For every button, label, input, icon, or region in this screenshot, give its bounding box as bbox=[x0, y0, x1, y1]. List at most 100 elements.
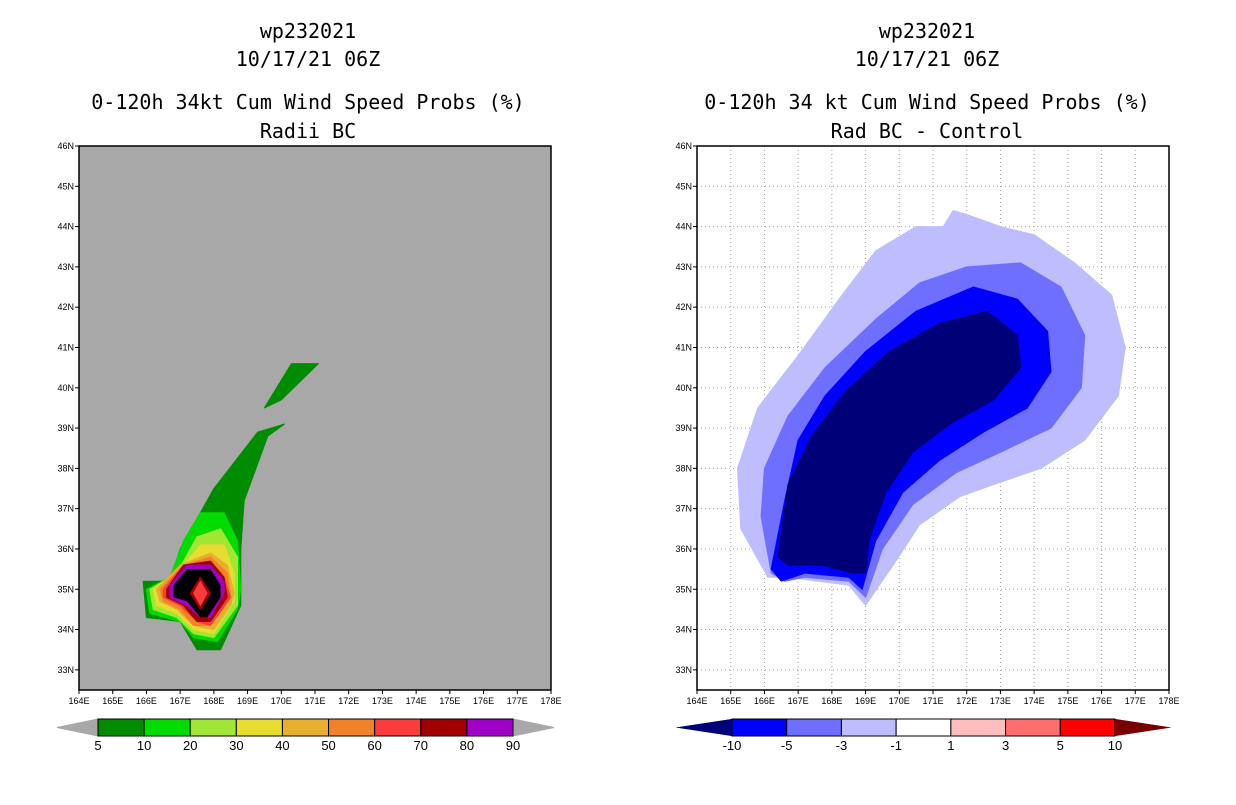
right-ytick-label: 43N bbox=[675, 262, 692, 272]
left-colorbar-label: 80 bbox=[460, 738, 474, 753]
right-colorbar-left-arrow-fill bbox=[676, 719, 732, 736]
left-colorbar-label: 30 bbox=[229, 738, 243, 753]
left-chart-subtitle: Radii BC bbox=[260, 119, 356, 143]
right-xtick-label: 166E bbox=[754, 696, 775, 706]
left-ytick-label: 43N bbox=[57, 262, 74, 272]
left-ytick-label: 39N bbox=[57, 423, 74, 433]
right-colorbar: -10 -5 -3 -1 1 3 5 10 bbox=[676, 718, 1171, 753]
right-xtick-label: 177E bbox=[1125, 696, 1146, 706]
right-ytick-label: 46N bbox=[675, 141, 692, 151]
right-contour-level-neg10 bbox=[777, 310, 1022, 574]
right-ytick-label: 38N bbox=[675, 463, 692, 473]
left-colorbar-right-arrow bbox=[512, 718, 555, 737]
left-ytick-label: 41N bbox=[57, 342, 74, 352]
left-colorbar-label: 10 bbox=[137, 738, 151, 753]
right-title-date: 10/17/21 06Z bbox=[855, 47, 1000, 71]
left-map-plot: 164E 165E 166E 167E 168E 169E 170E 171E 172E 173E… bbox=[57, 141, 561, 706]
right-xtick-label: 164E bbox=[686, 696, 707, 706]
left-xtick-label: 176E bbox=[473, 696, 494, 706]
left-ytick-label: 44N bbox=[57, 222, 74, 232]
right-xtick-label: 171E bbox=[922, 696, 943, 706]
right-xtick-label: 178E bbox=[1158, 696, 1179, 706]
right-xtick-label: 174E bbox=[1024, 696, 1045, 706]
right-colorbar-label: -10 bbox=[723, 738, 742, 753]
right-xtick-label: 173E bbox=[990, 696, 1011, 706]
right-ytick-label: 34N bbox=[675, 625, 692, 635]
right-chart-title: 0-120h 34 kt Cum Wind Speed Probs (%) bbox=[704, 90, 1150, 114]
left-ytick-label: 33N bbox=[57, 665, 74, 675]
left-ytick-label: 34N bbox=[57, 625, 74, 635]
left-xtick-label: 177E bbox=[507, 696, 528, 706]
left-colorbar-swatch bbox=[97, 718, 145, 737]
right-xtick-label: 169E bbox=[855, 696, 876, 706]
right-colorbar-label: -5 bbox=[781, 738, 793, 753]
right-xtick-label: 167E bbox=[788, 696, 809, 706]
right-xtick-label: 165E bbox=[720, 696, 741, 706]
left-xtick-label: 164E bbox=[68, 696, 89, 706]
right-xtick-label: 172E bbox=[956, 696, 977, 706]
left-xtick-label: 168E bbox=[203, 696, 224, 706]
right-ytick-label: 45N bbox=[675, 181, 692, 191]
right-colorbar-label: 5 bbox=[1057, 738, 1064, 753]
right-ytick-label: 42N bbox=[675, 302, 692, 312]
left-contour-level-60 bbox=[193, 580, 208, 606]
right-ytick-label: 39N bbox=[675, 423, 692, 433]
left-colorbar-swatch bbox=[143, 718, 191, 737]
right-map-plot: 164E 165E 166E 167E 168E 169E 170E 171E 172E 173E… bbox=[675, 141, 1179, 706]
right-titles: wp232021 10/17/21 06Z 0-120h 34 kt Cum W… bbox=[704, 19, 1150, 143]
right-ytick-label: 35N bbox=[675, 584, 692, 594]
left-colorbar-swatch bbox=[466, 718, 514, 737]
right-ytick-label: 41N bbox=[675, 342, 692, 352]
left-colorbar-label: 90 bbox=[506, 738, 520, 753]
left-xtick-label: 165E bbox=[102, 696, 123, 706]
left-colorbar-swatch bbox=[281, 718, 330, 737]
right-colorbar-swatch bbox=[895, 718, 952, 737]
left-xtick-label: 173E bbox=[372, 696, 393, 706]
left-colorbar-swatch bbox=[374, 718, 422, 737]
right-ytick-label: 37N bbox=[675, 504, 692, 514]
right-colorbar-label: -1 bbox=[890, 738, 902, 753]
left-colorbar-label: 40 bbox=[275, 738, 289, 753]
left-xtick-label: 178E bbox=[540, 696, 561, 706]
left-ytick-label: 45N bbox=[57, 181, 74, 191]
left-contour-level-5 bbox=[263, 363, 319, 409]
left-colorbar-label: 50 bbox=[321, 738, 335, 753]
left-ytick-label: 40N bbox=[57, 383, 74, 393]
right-xtick-label: 175E bbox=[1057, 696, 1078, 706]
left-ytick-label: 37N bbox=[57, 504, 74, 514]
right-colorbar-swatch bbox=[731, 718, 788, 737]
right-chart-subtitle: Rad BC - Control bbox=[831, 119, 1024, 143]
right-ytick-label: 33N bbox=[675, 665, 692, 675]
right-colorbar-swatch bbox=[786, 718, 842, 737]
right-xtick-label: 170E bbox=[889, 696, 910, 706]
left-ytick-label: 46N bbox=[57, 141, 74, 151]
left-colorbar-swatch bbox=[235, 718, 283, 737]
left-xtick-label: 174E bbox=[406, 696, 427, 706]
right-title-storm-id: wp232021 bbox=[879, 19, 975, 43]
right-colorbar-right-arrow-fill bbox=[1115, 719, 1171, 736]
left-colorbar-label: 70 bbox=[414, 738, 428, 753]
left-xtick-label: 172E bbox=[338, 696, 359, 706]
left-xtick-label: 171E bbox=[304, 696, 325, 706]
left-xtick-label: 169E bbox=[237, 696, 258, 706]
left-titles: wp232021 10/17/21 06Z 0-120h 34kt Cum Wi… bbox=[91, 19, 524, 143]
left-xtick-label: 166E bbox=[136, 696, 157, 706]
left-colorbar-label: 5 bbox=[94, 738, 101, 753]
left-chart-title: 0-120h 34kt Cum Wind Speed Probs (%) bbox=[91, 90, 524, 114]
right-colorbar-swatch bbox=[1005, 718, 1061, 737]
left-xtick-label: 170E bbox=[271, 696, 292, 706]
right-ytick-label: 36N bbox=[675, 544, 692, 554]
right-colorbar-swatch bbox=[1059, 718, 1116, 737]
left-xtick-label: 175E bbox=[439, 696, 460, 706]
left-title-storm-id: wp232021 bbox=[260, 19, 356, 43]
left-colorbar: 5 10 20 30 40 50 60 70 80 90 bbox=[56, 718, 555, 753]
left-colorbar-swatch bbox=[328, 718, 376, 737]
right-colorbar-label: 10 bbox=[1108, 738, 1122, 753]
left-colorbar-swatch bbox=[420, 718, 468, 737]
left-colorbar-swatch bbox=[189, 718, 237, 737]
right-xtick-label: 176E bbox=[1091, 696, 1112, 706]
left-ytick-label: 36N bbox=[57, 544, 74, 554]
right-colorbar-label: 1 bbox=[947, 738, 954, 753]
left-colorbar-label: 60 bbox=[367, 738, 381, 753]
